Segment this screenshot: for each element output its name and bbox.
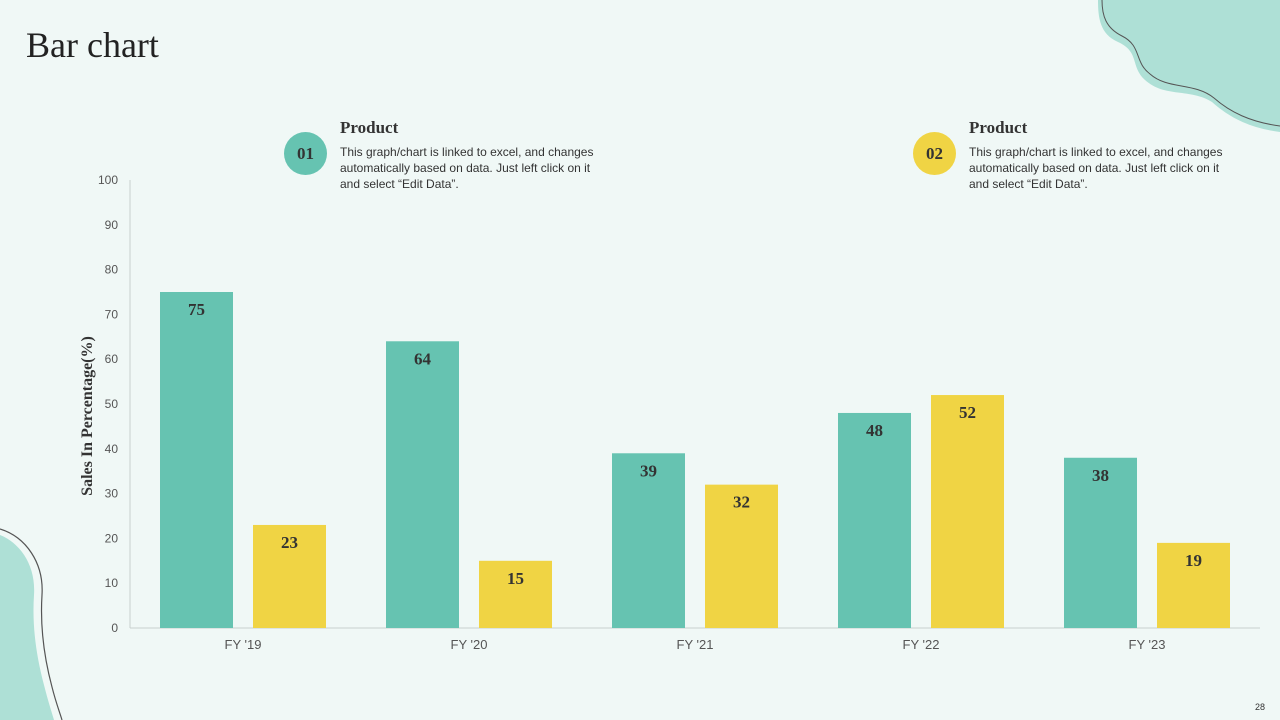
y-tick-label: 80	[105, 263, 119, 277]
page-number: 28	[1254, 702, 1265, 712]
x-tick-label: FY '19	[225, 637, 262, 652]
data-label-series2-0: 23	[281, 533, 298, 552]
bar-series1-4	[1064, 457, 1137, 628]
bar-series2-3	[931, 395, 1004, 628]
legend-heading-01: Product	[340, 118, 399, 137]
y-tick-label: 20	[105, 531, 119, 545]
y-axis-title: Sales In Percentage(%)	[79, 336, 96, 496]
x-tick-label: FY '23	[1129, 637, 1166, 652]
data-label-series1-3: 48	[866, 421, 883, 440]
legend-description-02: This graph/chart is linked to excel, and…	[969, 145, 1223, 191]
data-label-series1-4: 38	[1092, 466, 1109, 485]
data-label-series2-4: 19	[1185, 551, 1202, 570]
legend-badge-01: 01	[284, 132, 327, 175]
bar-series1-3	[838, 412, 911, 628]
y-tick-label: 40	[105, 442, 119, 456]
page-title: Bar chart	[26, 25, 159, 65]
bar-series2-1	[479, 560, 552, 628]
y-tick-label: 0	[111, 621, 118, 635]
x-tick-label: FY '22	[903, 637, 940, 652]
y-tick-label: 60	[105, 352, 119, 366]
bar-series2-2	[705, 484, 778, 628]
data-label-series1-2: 39	[640, 461, 657, 480]
bar-series1-2	[612, 453, 685, 628]
data-label-series1-0: 75	[188, 300, 205, 319]
bottom-left-decoration	[0, 528, 63, 720]
bar-series1-1	[386, 341, 459, 628]
bar-series1-0	[160, 292, 233, 628]
top-right-decoration	[1098, 0, 1280, 132]
data-label-series2-2: 32	[733, 493, 750, 512]
y-tick-label: 70	[105, 307, 119, 321]
data-label-series2-3: 52	[959, 403, 976, 422]
legend-heading-02: Product	[969, 118, 1028, 137]
y-tick-label: 90	[105, 218, 119, 232]
x-tick-label: FY '21	[677, 637, 714, 652]
y-tick-label: 100	[98, 173, 118, 187]
legend-badge-02: 02	[913, 132, 956, 175]
bar-series2-0	[253, 524, 326, 628]
y-tick-label: 30	[105, 487, 119, 501]
data-label-series1-1: 64	[414, 349, 432, 368]
x-tick-label: FY '20	[451, 637, 488, 652]
y-tick-label: 50	[105, 397, 119, 411]
legend-description-01: This graph/chart is linked to excel, and…	[340, 145, 594, 191]
data-label-series2-1: 15	[507, 569, 524, 588]
bar-series2-4	[1157, 542, 1230, 628]
y-tick-label: 10	[105, 576, 119, 590]
